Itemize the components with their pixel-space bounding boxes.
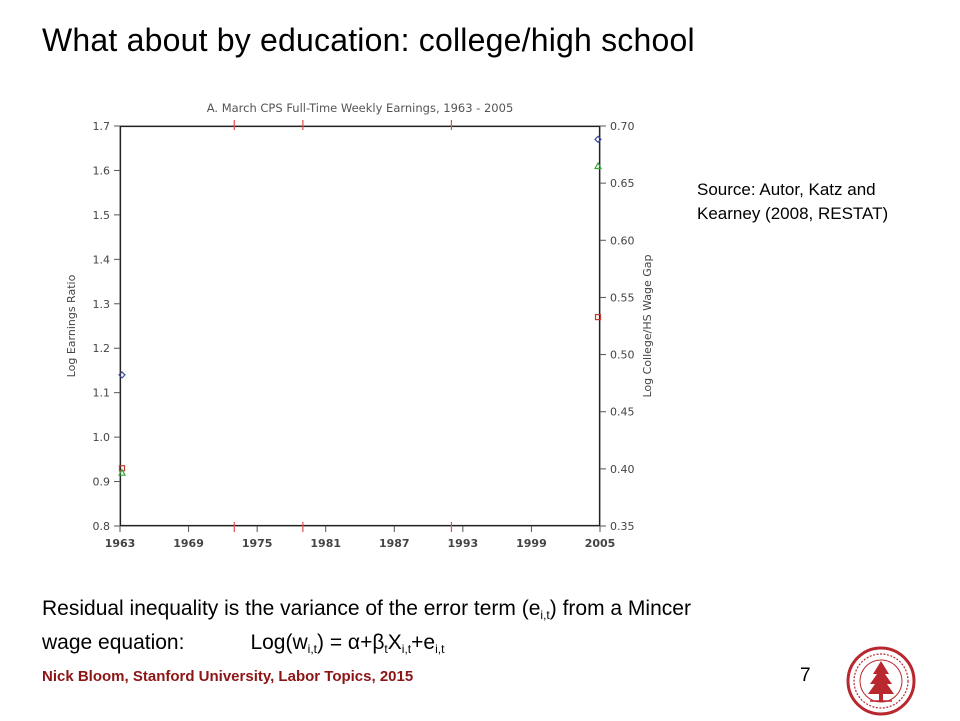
y-tick-label: 1.2 (93, 342, 111, 355)
y-tick-label: 1.7 (93, 120, 111, 133)
body-line-1-sub: i,t (540, 608, 550, 622)
series-point (594, 135, 602, 144)
slide-title: What about by education: college/high sc… (42, 22, 695, 58)
eq-sub-4: i,t (435, 642, 445, 656)
body-line-1: Residual inequality is the variance of t… (42, 595, 691, 629)
body-line-2-text: wage equation: (42, 631, 185, 654)
x-tick-label: 2005 (585, 537, 616, 550)
y-tick-label: 1.3 (93, 298, 111, 311)
x-tick-label: 1975 (242, 537, 273, 550)
y2-tick-label: 0.70 (610, 120, 635, 133)
y2-tick-label: 0.55 (610, 291, 635, 304)
y-tick-label: 1.6 (93, 164, 111, 177)
y-tick-label: 0.8 (93, 520, 111, 533)
x-tick-label: 1987 (379, 537, 410, 550)
eq-sub-3: i,t (401, 642, 412, 656)
series-point (117, 468, 127, 476)
y-tick-label: 1.1 (93, 387, 111, 400)
y-tick-label: 1.5 (93, 209, 111, 222)
source-note-line2: Kearney (2008, RESTAT) (697, 204, 889, 223)
series-point (118, 371, 126, 379)
y2-tick-label: 0.40 (610, 463, 635, 476)
body-line-1-end: ) from a Mincer (549, 597, 691, 620)
x-tick-label: 1993 (448, 537, 479, 550)
y-tick-label: 0.9 (93, 476, 111, 489)
source-note-line1: Source: Autor, Katz and (697, 180, 876, 199)
y-tick-label: 1.0 (93, 431, 111, 444)
source-note: Source: Autor, Katz and Kearney (2008, R… (697, 178, 888, 226)
series-point (594, 314, 602, 321)
eq-log: Log(w (250, 631, 308, 654)
eq-sub-1: i,t (307, 642, 317, 656)
page-number: 7 (800, 665, 811, 686)
x-tick-label: 1963 (105, 537, 136, 550)
y2-tick-label: 0.50 (610, 349, 635, 362)
body-line-2: wage equation: Log(wi,t) = α+βtXi,t+ei,t (42, 629, 691, 663)
eq-plus: +e (411, 631, 436, 654)
eq-sub-2: t (384, 642, 388, 656)
y2-tick-label: 0.35 (610, 520, 635, 533)
y2-tick-label: 0.60 (610, 234, 635, 247)
eq-x: X (387, 631, 402, 654)
body-text: Residual inequality is the variance of t… (42, 595, 691, 663)
y2-tick-label: 0.65 (610, 177, 635, 190)
mincer-equation: Log(wi,t) = α+βtXi,t+ei,t (250, 631, 445, 656)
eq-mid: ) = α+β (317, 631, 385, 654)
chart-svg: A. March CPS Full-Time Weekly Earnings, … (65, 101, 654, 550)
university-seal-icon (846, 646, 916, 716)
y-tick-label: 1.4 (93, 253, 111, 266)
x-tick-label: 1981 (310, 537, 341, 550)
x-tick-label: 1969 (173, 537, 204, 550)
footer-text: Nick Bloom, Stanford University, Labor T… (42, 668, 414, 685)
earnings-chart: A. March CPS Full-Time Weekly Earnings, … (60, 92, 660, 562)
chart-title: A. March CPS Full-Time Weekly Earnings, … (207, 101, 514, 115)
plot-area (119, 125, 601, 527)
y2-tick-label: 0.45 (610, 406, 635, 419)
x-tick-label: 1999 (516, 537, 547, 550)
y-axis-label: Log Earnings Ratio (65, 274, 78, 377)
y2-axis-label: Log College/HS Wage Gap (641, 254, 654, 397)
body-line-1-text: Residual inequality is the variance of t… (42, 597, 541, 620)
series-point (593, 161, 603, 170)
